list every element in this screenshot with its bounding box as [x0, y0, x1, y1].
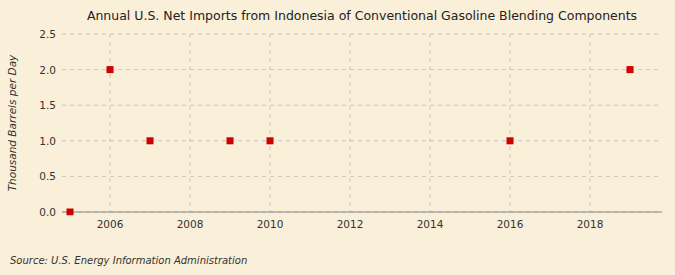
x-tick-label: 2006 — [97, 218, 124, 230]
x-grid-line — [110, 34, 111, 212]
chart-svg: Annual U.S. Net Imports from Indonesia o… — [0, 0, 675, 275]
point — [67, 209, 74, 216]
y-tick-label: 0.0 — [39, 206, 56, 218]
point — [507, 137, 514, 144]
y-tick-label: 1.5 — [39, 99, 56, 111]
y-grid-line — [62, 212, 662, 213]
x-tick-label: 2008 — [177, 218, 204, 230]
y-tick-label: 1.0 — [39, 135, 56, 147]
x-grid-line — [590, 34, 591, 212]
chart-container: Annual U.S. Net Imports from Indonesia o… — [0, 0, 675, 275]
point — [267, 137, 274, 144]
x-tick-label: 2010 — [257, 218, 284, 230]
y-tick-label: 0.5 — [39, 170, 56, 182]
point — [107, 66, 114, 73]
tick-labels: 0.0 0.5 1.0 1.5 2.0 2.5 2006 2008 2010 2012 2014 20… — [39, 28, 603, 230]
x-axis-line — [62, 212, 662, 213]
x-tick-label: 2018 — [577, 218, 604, 230]
y-grid-line — [62, 176, 662, 177]
x-tick-label: 2014 — [417, 218, 444, 230]
y-axis-label: Thousand Barrels per Day — [6, 54, 18, 191]
x-grid-line — [270, 34, 271, 212]
x-grid-line — [350, 34, 351, 212]
x-grid-line — [430, 34, 431, 212]
x-grid-line — [190, 34, 191, 212]
point — [227, 137, 234, 144]
y-tick-label: 2.5 — [39, 28, 56, 40]
background — [0, 0, 675, 275]
x-tick-label: 2012 — [337, 218, 364, 230]
annotation: Source: U.S. Energy Information Administ… — [10, 255, 247, 266]
x-grid-line — [510, 34, 511, 212]
points — [67, 66, 634, 215]
y-grid-line — [62, 34, 662, 35]
title: Annual U.S. Net Imports from Indonesia o… — [87, 8, 637, 23]
y-grid-line — [62, 69, 662, 70]
x-tick-label: 2016 — [497, 218, 524, 230]
point — [627, 66, 634, 73]
y-grid-line — [62, 105, 662, 106]
grid — [62, 34, 662, 212]
point — [147, 137, 154, 144]
y-tick-label: 2.0 — [39, 64, 56, 76]
